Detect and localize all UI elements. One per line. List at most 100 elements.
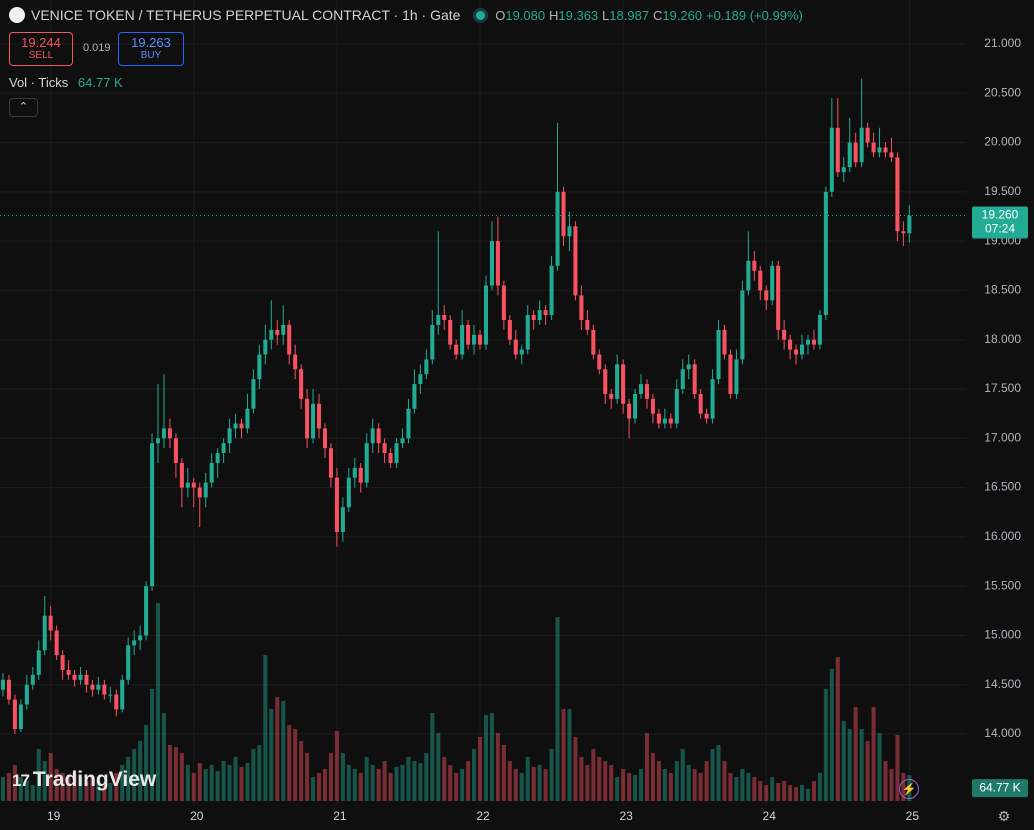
candle-body xyxy=(698,393,703,414)
symbol[interactable]: VENICE TOKEN / TETHERUS PERPETUAL CONTRA… xyxy=(31,7,461,23)
candle-body xyxy=(358,467,363,483)
candle-body xyxy=(489,241,494,286)
candle-body xyxy=(239,423,244,429)
candle-body xyxy=(770,265,775,301)
sell-button[interactable]: 19.244 SELL xyxy=(9,32,73,66)
volume-bar xyxy=(668,773,673,801)
candle-body xyxy=(54,630,59,656)
candle-body xyxy=(460,324,465,355)
candle-body xyxy=(114,694,119,710)
volume-bar xyxy=(155,603,161,801)
buy-button[interactable]: 19.263 BUY xyxy=(118,32,184,66)
candle-body xyxy=(334,477,339,532)
candle-body xyxy=(197,487,202,498)
last-price-box xyxy=(972,206,1028,239)
volume-bar xyxy=(102,785,107,801)
candle-body xyxy=(293,354,298,370)
candle-body xyxy=(42,615,47,651)
volume-bar xyxy=(442,757,447,801)
volume-bar xyxy=(644,733,650,801)
volume-bar xyxy=(698,773,703,801)
volume-bar xyxy=(221,761,226,801)
volume-bar xyxy=(108,783,113,801)
candle-body xyxy=(60,655,65,670)
volume-bar xyxy=(805,789,811,801)
candle-body xyxy=(794,349,799,355)
candle-body xyxy=(370,428,375,444)
volume-bar xyxy=(36,749,41,801)
volume-bar xyxy=(811,781,816,801)
volume-bar xyxy=(871,707,876,801)
volume-bar xyxy=(782,781,787,801)
volume-bar xyxy=(692,769,697,801)
candle-body xyxy=(805,339,811,345)
volume-bar xyxy=(680,749,685,801)
candle-body xyxy=(179,462,184,488)
last-volume-label: 64.77 K xyxy=(979,780,1020,794)
candle-body xyxy=(102,684,107,695)
volume-bar xyxy=(770,777,775,801)
candle-body xyxy=(96,684,101,690)
x-tick-label: 19 xyxy=(47,809,61,823)
candle-body xyxy=(322,428,328,449)
volume-bar xyxy=(275,697,280,801)
candle-body xyxy=(311,403,316,439)
volume-bar xyxy=(823,689,828,801)
candle-body xyxy=(120,679,125,710)
volume-bar xyxy=(54,769,59,801)
collapse-button[interactable]: ⌃ xyxy=(9,98,38,117)
volume-bar xyxy=(674,761,679,801)
candle-body xyxy=(155,438,161,444)
candle-body xyxy=(823,191,828,316)
volume-bar xyxy=(257,745,262,801)
y-tick-label: 15.000 xyxy=(984,628,1021,642)
volume-bar xyxy=(889,769,894,801)
settings-icon[interactable]: ⚙ xyxy=(997,808,1011,824)
candle-body xyxy=(400,438,405,444)
y-tick-label: 16.000 xyxy=(984,529,1021,543)
volume-bar xyxy=(42,761,47,801)
volume-bar xyxy=(448,765,453,801)
candle-body xyxy=(418,374,423,385)
volume-bar xyxy=(734,777,739,801)
candle-body xyxy=(841,167,846,173)
candle-body xyxy=(424,359,429,375)
volume-bar xyxy=(495,733,500,801)
volume-bar xyxy=(412,761,417,801)
volume-bar xyxy=(537,765,542,801)
volume-bar xyxy=(203,769,208,801)
candle-body xyxy=(668,418,673,424)
candle-body xyxy=(537,310,542,320)
candle-body xyxy=(728,354,733,394)
candle-body xyxy=(466,324,471,345)
candle-body xyxy=(686,364,691,370)
candle-body xyxy=(573,226,578,296)
candle-body xyxy=(66,669,71,675)
candle-body xyxy=(72,674,77,680)
candle-body xyxy=(883,147,888,153)
volume-bar xyxy=(817,773,822,801)
volume-bar xyxy=(90,777,95,801)
volume-bar xyxy=(84,781,89,801)
candle-body xyxy=(263,339,268,355)
lightning-icon[interactable]: ⚡ xyxy=(899,779,919,799)
y-tick-label: 14.500 xyxy=(984,677,1021,691)
candle-body xyxy=(782,329,787,340)
candle-body xyxy=(245,408,250,429)
volume-bar xyxy=(287,725,292,801)
candle-body xyxy=(352,467,357,478)
volume-bar xyxy=(847,729,852,801)
candle-body xyxy=(346,477,351,508)
volume-bar xyxy=(835,657,840,801)
candle-body xyxy=(829,127,834,192)
candle-body xyxy=(889,152,894,158)
candle-body xyxy=(191,482,196,488)
y-tick-label: 20.500 xyxy=(984,85,1021,99)
candle-body xyxy=(215,453,220,463)
volume-bar xyxy=(799,785,805,801)
volume-bar xyxy=(316,773,322,801)
x-tick-label: 20 xyxy=(190,809,204,823)
candle-body xyxy=(853,142,858,163)
volume-bar xyxy=(167,745,172,801)
